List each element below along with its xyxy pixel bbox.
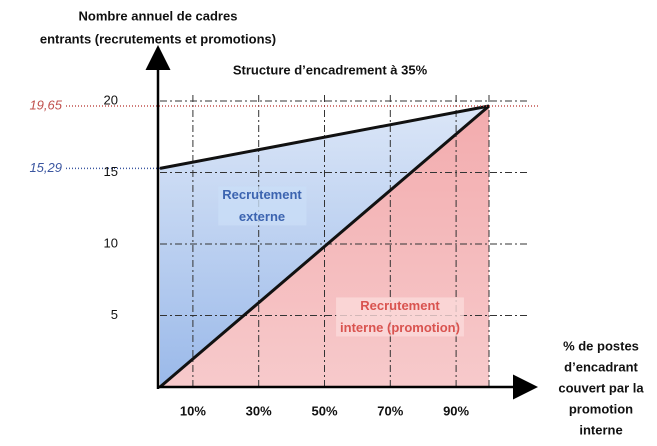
x-tick-label: 30%: [246, 403, 272, 418]
line: [159, 104, 490, 170]
x-axis-label: couvert par la: [558, 380, 644, 395]
reference-label: 15,29: [29, 160, 62, 175]
x-tick-label: 90%: [443, 403, 469, 418]
y-axis-label: entrants (recrutements et promotions): [40, 31, 276, 46]
chart-title: Structure d’encadrement à 35%: [233, 62, 428, 77]
line: [159, 104, 490, 389]
label-highlight: [218, 186, 307, 226]
y-tick-label: 5: [111, 307, 118, 322]
reference-label: 19,65: [29, 97, 62, 112]
x-tick-label: 10%: [180, 403, 206, 418]
label-highlight: [336, 297, 464, 337]
y-axis-label: Nombre annuel de cadres: [79, 8, 238, 23]
x-axis-label: interne: [579, 422, 622, 437]
x-tick-label: 50%: [311, 403, 337, 418]
series-label: Recrutement externe: [222, 187, 302, 224]
x-axis-label: % de postes: [563, 338, 639, 353]
y-tick-label: 15: [104, 164, 118, 179]
y-tick-label: 20: [104, 92, 118, 107]
y-tick-label: 10: [104, 235, 118, 250]
series-label: Recrutement interne (promotion): [340, 298, 460, 335]
x-tick-label: 70%: [377, 403, 403, 418]
x-axis-label: d’encadrant: [564, 359, 638, 374]
x-axis-label: promotion: [569, 401, 633, 416]
